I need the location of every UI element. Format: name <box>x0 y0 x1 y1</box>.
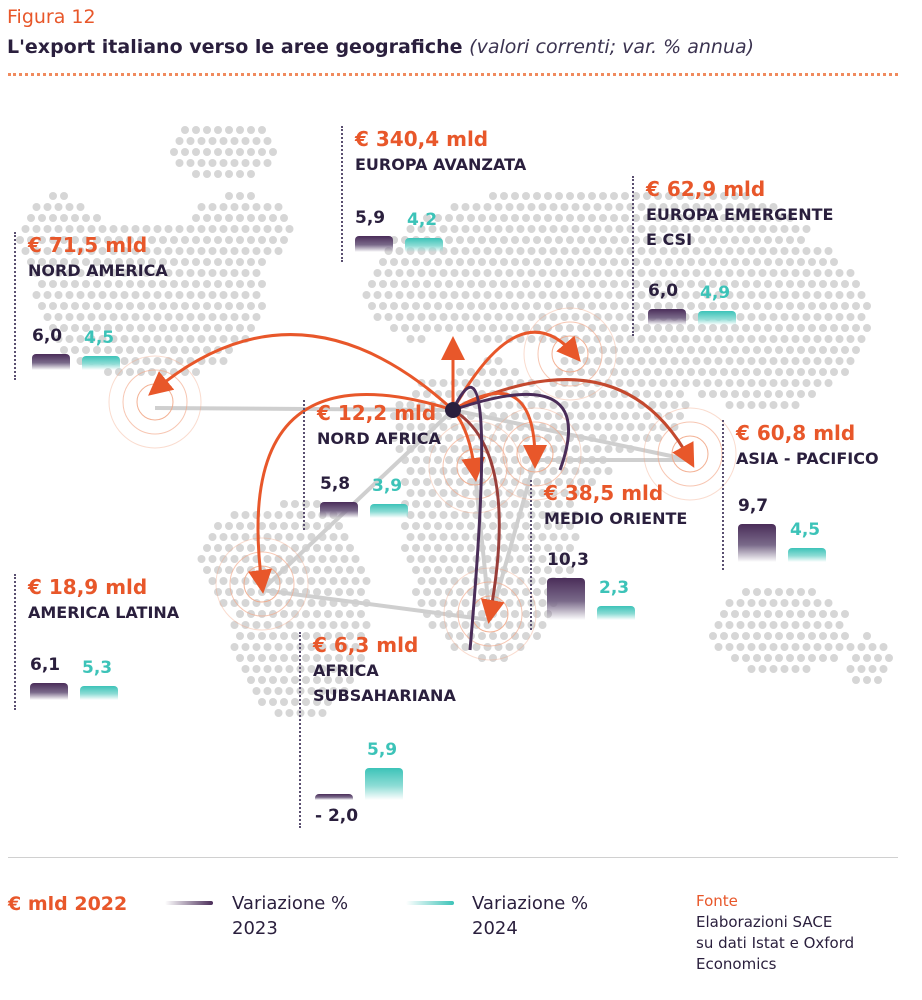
bar-2024 <box>80 686 118 700</box>
title-divider <box>8 73 898 76</box>
region-name: EUROPA AVANZATA <box>355 155 527 174</box>
source-line-3: Economics <box>696 955 777 973</box>
bar-2024 <box>365 768 403 800</box>
source-text: Elaborazioni SACE su dati Istat e Oxford… <box>696 912 854 975</box>
legend-label-2023-line-2: 2023 <box>232 918 278 939</box>
chart-title-text: L'export italiano verso le aree geografi… <box>7 36 463 58</box>
italy-origin-dot <box>445 402 461 418</box>
value-2024: 4,5 <box>790 520 821 540</box>
source-heading: Fonte <box>696 892 738 910</box>
figure-label: Figura 12 <box>7 6 96 28</box>
region-name-line-2: E CSI <box>646 230 693 249</box>
region-america-latina: € 18,9 mld AMERICA LATINA <box>14 574 179 710</box>
value-2024: 5,9 <box>367 740 398 760</box>
region-amount: € 18,9 mld <box>28 575 148 599</box>
bar-2024 <box>788 548 826 562</box>
legend-label-2024-line-1: Variazione % <box>472 893 589 914</box>
bar-2023 <box>738 523 776 562</box>
bar-2024 <box>698 311 736 325</box>
region-asia-pacifico: € 60,8 mld ASIA - PACIFICO <box>722 420 879 570</box>
legend-label-2023-line-1: Variazione % <box>232 893 349 914</box>
legend-swatch-2024 <box>406 901 454 905</box>
destination-rings <box>108 307 737 661</box>
chart-subtitle: (valori correnti; var. % annua) <box>469 36 755 58</box>
bar-2023 <box>320 502 358 518</box>
legend-divider <box>8 857 898 858</box>
region-amount: € 340,4 mld <box>355 127 489 151</box>
bar-2023 <box>32 354 70 370</box>
bar-2024 <box>370 504 408 518</box>
region-medio-oriente: € 38,5 mld MEDIO ORIENTE <box>530 480 687 630</box>
bar-2024 <box>405 238 443 252</box>
value-2024: 4,5 <box>84 328 115 348</box>
bar-2023 <box>30 683 68 700</box>
region-africa-subsahariana: € 6,3 mld AFRICA SUBSAHARIANA <box>299 632 456 828</box>
value-2023: 6,0 <box>32 326 63 346</box>
value-2024: 2,3 <box>599 578 630 598</box>
region-amount: € 60,8 mld <box>736 421 856 445</box>
region-amount: € 12,2 mld <box>317 401 437 425</box>
value-2024: 5,3 <box>82 658 113 678</box>
legend-swatch-2023 <box>165 901 213 905</box>
region-nord-africa: € 12,2 mld NORD AFRICA <box>303 400 441 530</box>
bar-2024 <box>597 606 635 620</box>
region-name-line-2: SUBSAHARIANA <box>313 686 456 705</box>
value-2023: 6,0 <box>648 281 679 301</box>
value-2024: 4,2 <box>407 210 438 230</box>
value-2024: 4,9 <box>700 283 731 303</box>
region-name-line-1: AFRICA <box>313 661 379 680</box>
region-amount: € 62,9 mld <box>646 177 766 201</box>
region-europa-emergente: € 62,9 mld EUROPA EMERGENTE E CSI <box>632 176 833 336</box>
region-name: NORD AMERICA <box>28 261 168 280</box>
region-europa-avanzata: € 340,4 mld EUROPA AVANZATA <box>341 126 526 262</box>
region-amount: € 71,5 mld <box>28 233 148 257</box>
region-amount: € 6,3 mld <box>313 633 419 657</box>
bar-2023 <box>547 578 585 620</box>
value-2023: - 2,0 <box>315 806 359 826</box>
value-2023: 5,9 <box>355 208 386 228</box>
bar-2023 <box>355 236 393 252</box>
bar-2023 <box>315 794 353 800</box>
value-2023: 9,7 <box>738 495 769 516</box>
region-name: NORD AFRICA <box>317 429 441 448</box>
region-name: AMERICA LATINA <box>28 603 180 622</box>
value-2023: 10,3 <box>547 550 589 571</box>
value-2024: 3,9 <box>372 476 403 496</box>
value-2023: 5,8 <box>320 474 351 494</box>
region-name: MEDIO ORIENTE <box>544 509 688 528</box>
source-line-1: Elaborazioni SACE <box>696 913 833 931</box>
source-line-2: su dati Istat e Oxford <box>696 934 855 952</box>
legend-label-2024-line-2: 2024 <box>472 918 518 939</box>
value-2023: 6,1 <box>30 655 61 676</box>
region-nord-america: € 71,5 mld NORD AMERICA <box>14 232 168 380</box>
bar-2024 <box>82 356 120 370</box>
region-amount: € 38,5 mld <box>544 481 664 505</box>
legend-label-2023: Variazione % 2023 <box>232 891 348 941</box>
region-name: ASIA - PACIFICO <box>736 449 879 468</box>
legend-label-2024: Variazione % 2024 <box>472 891 588 941</box>
map-links <box>154 406 691 622</box>
region-name-line-1: EUROPA EMERGENTE <box>646 205 834 224</box>
legend-amount-label: € mld 2022 <box>8 893 128 915</box>
chart-title: L'export italiano verso le aree geografi… <box>7 36 754 58</box>
bar-2023 <box>648 309 686 325</box>
